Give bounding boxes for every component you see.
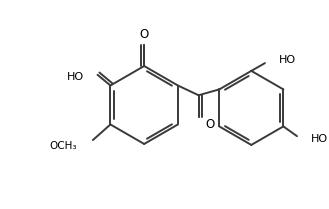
Text: O: O [206, 118, 215, 131]
Text: HO: HO [311, 134, 328, 144]
Text: OCH₃: OCH₃ [50, 141, 77, 151]
Text: HO: HO [67, 72, 84, 82]
Text: HO: HO [279, 55, 296, 65]
Text: O: O [139, 28, 149, 41]
